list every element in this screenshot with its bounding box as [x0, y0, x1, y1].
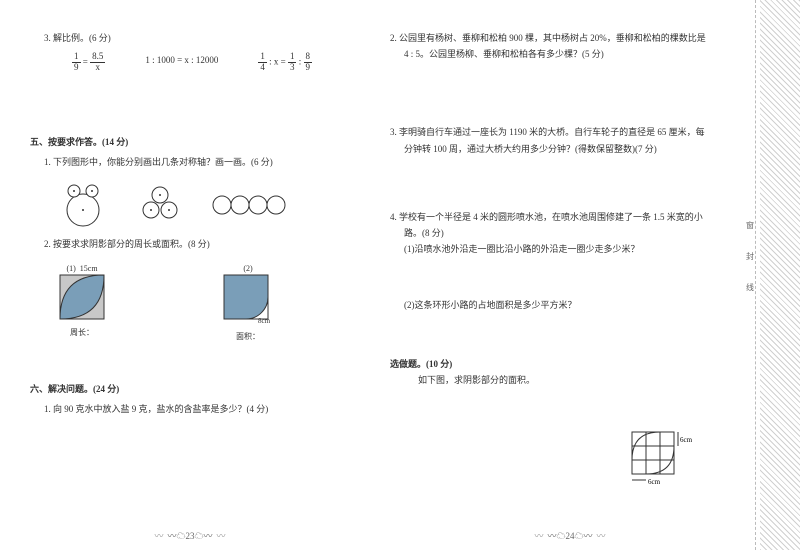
r-q4-s1: (1)沿喷水池外沿走一圈比沿小路的外沿走一圈少走多少米？	[390, 241, 750, 257]
s6-q1: 1. 向 90 克水中放入盐 9 克，盐水的含盐率是多少？(4 分)	[30, 401, 360, 417]
fig-c-four-circles	[212, 194, 288, 216]
page-number-right: 〰☁24☁〰	[530, 529, 609, 542]
shape1-caption: 周长：	[58, 327, 106, 338]
shape2-svg: 8cm	[222, 273, 274, 325]
r-q4-l1: 4. 学校有一个半径是 4 米的圆形喷水池，在喷水池周围修建了一条 1.5 米宽…	[390, 209, 750, 225]
fig-b-three-circles	[138, 185, 182, 225]
r-q4-s2: (2)这条环形小路的占地面积是多少平方米？	[390, 297, 750, 313]
r-q2-l1: 2. 公园里有杨树、垂柳和松柏 900 棵，其中杨树占 20%，垂柳和松柏的棵数…	[390, 30, 750, 46]
shape1-svg	[58, 273, 106, 321]
right-hatch-margin	[760, 0, 800, 550]
s5-q1: 1. 下列图形中，你能分别画出几条对称轴？画一画。(6 分)	[30, 154, 360, 170]
svg-text:8cm: 8cm	[258, 317, 271, 325]
optional-figure: 6cm 6cm	[630, 430, 700, 490]
s5-q2: 2. 按要求求阴影部分的周长或面积。(8 分)	[30, 236, 360, 252]
r-q3: 3. 李明骑自行车通过一座长为 1190 米的大桥。自行车轮子的直径是 65 厘…	[390, 124, 750, 156]
symmetry-figures	[30, 182, 360, 228]
opt-label-r: 6cm	[680, 436, 693, 444]
section6-title: 六、解决问题。(24 分)	[30, 382, 360, 395]
eq3: 14 : x = 13 : 89	[258, 52, 312, 73]
r-q2: 2. 公园里有杨树、垂柳和松柏 900 棵，其中杨树占 20%，垂柳和松柏的棵数…	[390, 30, 750, 62]
q3-proportions: 3. 解比例。(6 分) 19 = 8.5x 1 : 1000 = x : 12…	[30, 30, 360, 73]
eq1: 19 = 8.5x	[72, 52, 105, 73]
section5-title: 五、按要求作答。(14 分)	[30, 135, 360, 148]
optional: 选做题。(10 分) 如下图，求阴影部分的面积。	[390, 356, 750, 388]
left-column: 3. 解比例。(6 分) 19 = 8.5x 1 : 1000 = x : 12…	[0, 0, 380, 550]
shape1: (1) 15cm 周长：	[58, 264, 106, 342]
opt-label-b: 6cm	[648, 478, 661, 486]
eq2: 1 : 1000 = x : 12000	[145, 52, 218, 73]
shape2-caption: 面积：	[222, 331, 274, 342]
shaded-shapes: (1) 15cm 周长： (2) 8cm 面积：	[30, 264, 360, 342]
optional-title: 选做题。(10 分)	[390, 356, 750, 372]
page-number-left: 〰☁23☁〰	[150, 529, 229, 542]
r-q3-l1: 3. 李明骑自行车通过一座长为 1190 米的大桥。自行车轮子的直径是 65 厘…	[390, 124, 750, 140]
two-column-layout: 3. 解比例。(6 分) 19 = 8.5x 1 : 1000 = x : 12…	[0, 0, 760, 550]
right-column: 2. 公园里有杨树、垂柳和松柏 900 棵，其中杨树占 20%，垂柳和松柏的棵数…	[380, 0, 760, 550]
r-q2-l2: 4 : 5。公园里杨柳、垂柳和松柏各有多少棵？(5 分)	[390, 46, 750, 62]
shape2: (2) 8cm 面积：	[222, 264, 274, 342]
fig-a-circles	[58, 182, 108, 228]
optional-prompt: 如下图，求阴影部分的面积。	[390, 372, 750, 388]
r-q4-l2: 路。(8 分)	[390, 225, 750, 241]
r-q4: 4. 学校有一个半径是 4 米的圆形喷水池，在喷水池周围修建了一条 1.5 米宽…	[390, 209, 750, 314]
q3-title: 3. 解比例。(6 分)	[44, 30, 360, 46]
r-q3-l2: 分钟转 100 周，通过大桥大约用多少分钟？(得数保留整数)(7 分)	[390, 141, 750, 157]
q3-equations: 19 = 8.5x 1 : 1000 = x : 12000 14 : x = …	[44, 52, 360, 73]
